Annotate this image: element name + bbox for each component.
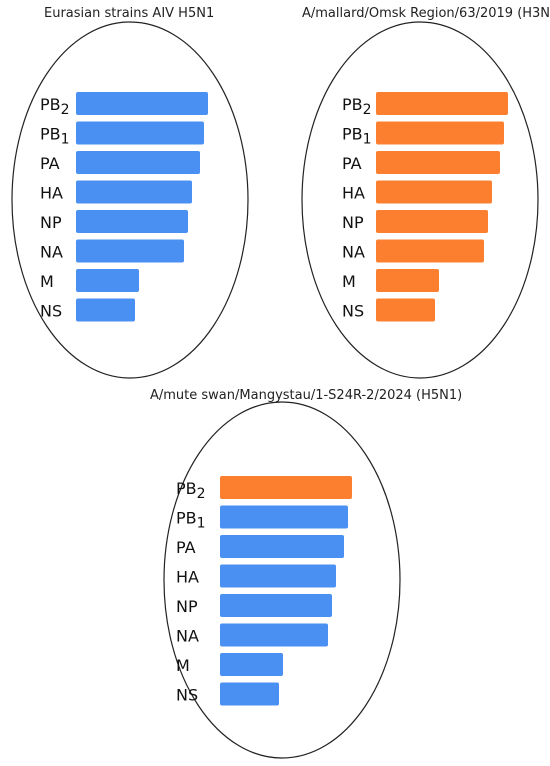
label-na-panel-3: NA: [176, 627, 199, 646]
bar-ha-panel-2: [376, 180, 492, 204]
label-m-panel-1: M: [40, 272, 54, 291]
bar-pb1-panel-1: [76, 121, 204, 145]
label-pb2-panel-3: PB2: [176, 479, 206, 502]
label-np-panel-3: NP: [176, 597, 198, 616]
panel-title-mute-swan: A/mute swan/Mangystau/1-S24R-2/2024 (H5N…: [150, 388, 463, 403]
bar-np-panel-3: [220, 594, 332, 617]
bar-na-panel-1: [76, 239, 184, 263]
label-pa-panel-2: PA: [342, 154, 362, 173]
bar-pb1-panel-3: [220, 505, 348, 529]
label-pa-panel-1: PA: [40, 154, 60, 173]
bar-m-panel-2: [376, 269, 439, 292]
bar-pa-panel-3: [220, 535, 344, 558]
panel-ellipse-mute-swan: [163, 401, 401, 759]
bar-m-panel-3: [220, 653, 283, 676]
label-pb1-panel-1: PB1: [40, 125, 70, 148]
bar-ns-panel-2: [376, 298, 435, 322]
label-ns-panel-1: NS: [40, 302, 62, 321]
label-ns-panel-2: NS: [342, 302, 364, 321]
bar-np-panel-1: [76, 210, 188, 233]
bar-na-panel-2: [376, 239, 484, 263]
bar-ns-panel-3: [220, 682, 279, 706]
label-pb2-panel-1: PB2: [40, 95, 70, 118]
label-pb1-panel-2: PB1: [342, 125, 372, 148]
bar-pa-panel-2: [376, 151, 500, 174]
label-pb1-panel-3: PB1: [176, 509, 206, 532]
bar-pa-panel-1: [76, 151, 200, 174]
bar-m-panel-1: [76, 269, 139, 292]
label-m-panel-3: M: [176, 656, 190, 675]
bar-ha-panel-1: [76, 180, 192, 204]
label-ha-panel-2: HA: [342, 184, 365, 203]
bar-np-panel-2: [376, 210, 488, 233]
label-pa-panel-3: PA: [176, 538, 196, 557]
label-pb2-panel-2: PB2: [342, 95, 372, 118]
panel-title-mallard: A/mallard/Omsk Region/63/2019 (H3N8): [302, 6, 550, 21]
label-ha-panel-3: HA: [176, 568, 199, 587]
label-ns-panel-3: NS: [176, 686, 198, 705]
label-np-panel-2: NP: [342, 213, 364, 232]
panel-ellipse-mallard: [301, 21, 539, 379]
label-m-panel-2: M: [342, 272, 356, 291]
panel-title-eurasian: Eurasian strains AIV H5N1: [44, 6, 215, 21]
bar-pb2-panel-1: [76, 92, 208, 115]
bar-ha-panel-3: [220, 564, 336, 588]
bar-pb2-panel-3: [220, 476, 352, 499]
label-np-panel-1: NP: [40, 213, 62, 232]
label-na-panel-2: NA: [342, 243, 365, 262]
bar-na-panel-3: [220, 623, 328, 647]
bar-pb1-panel-2: [376, 121, 504, 145]
bar-ns-panel-1: [76, 298, 135, 322]
label-ha-panel-1: HA: [40, 184, 63, 203]
label-na-panel-1: NA: [40, 243, 63, 262]
bar-pb2-panel-2: [376, 92, 508, 115]
panel-ellipse-eurasian: [11, 21, 249, 379]
